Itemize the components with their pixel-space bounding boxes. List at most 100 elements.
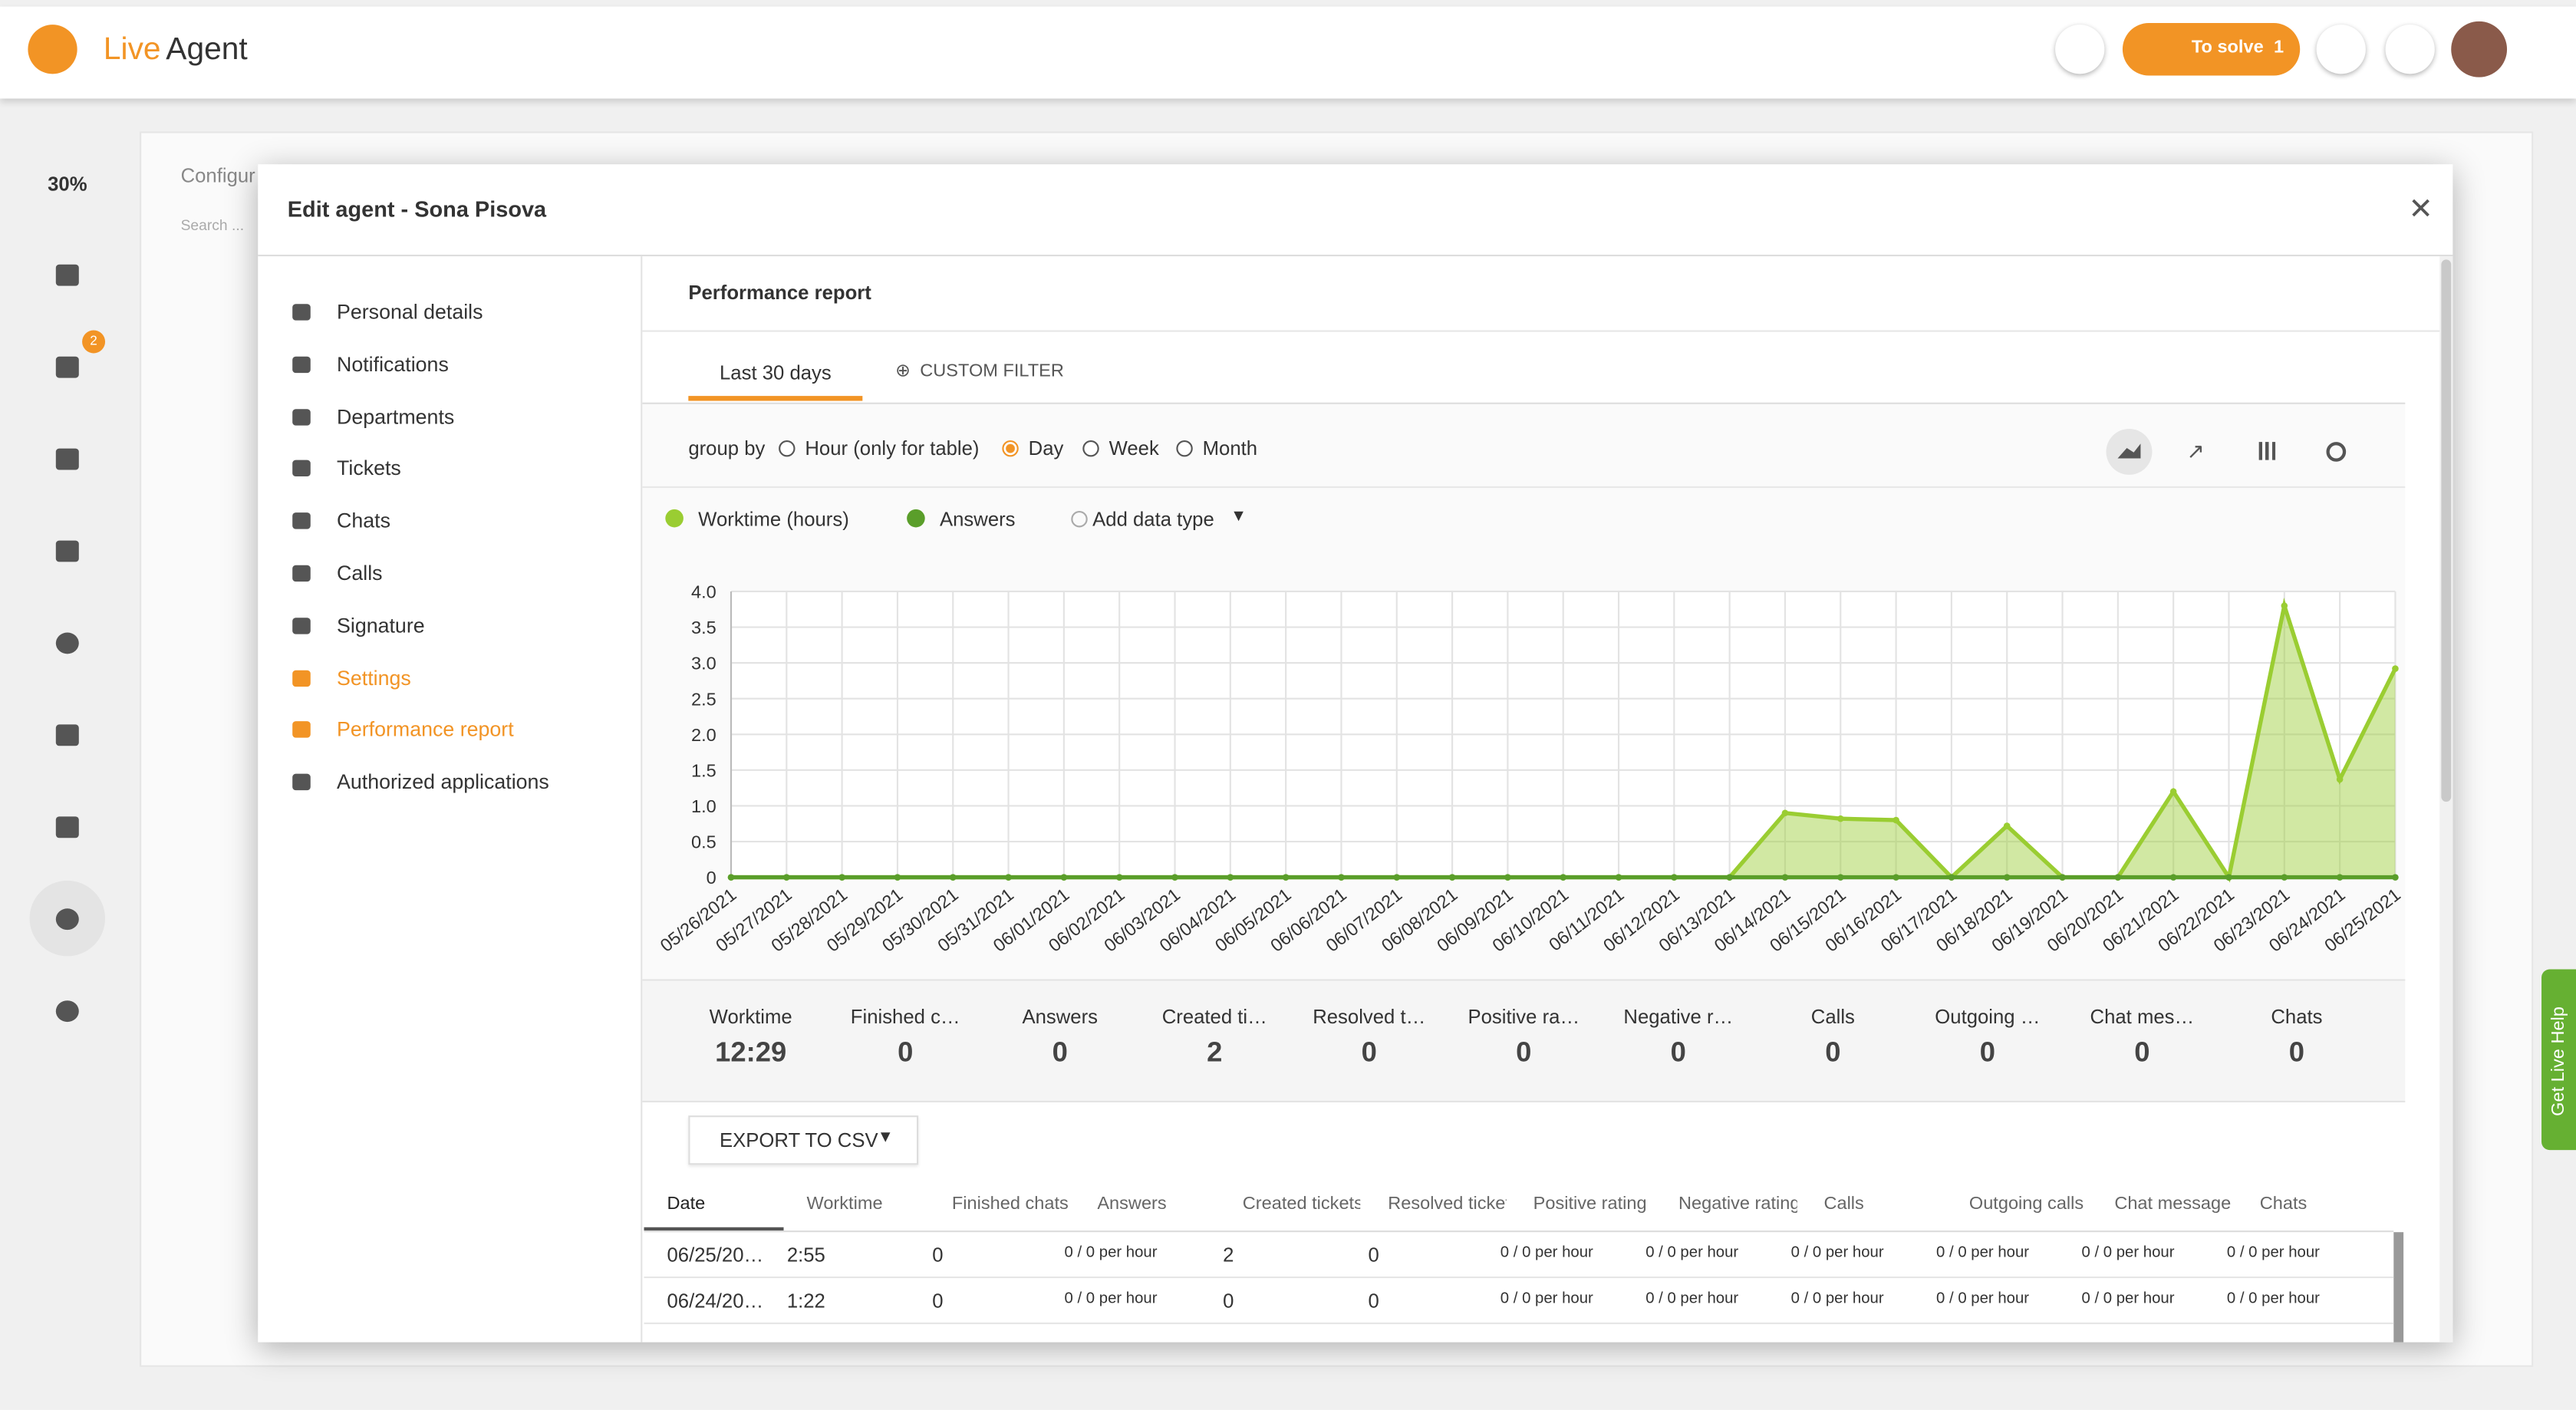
nav-item[interactable]: Tickets	[337, 457, 401, 481]
column-header[interactable]: Finished chats	[951, 1196, 1069, 1214]
y-tick-label: 2.5	[691, 689, 716, 709]
point	[1171, 874, 1178, 881]
nav-icon[interactable]	[55, 264, 79, 286]
nav-icon[interactable]	[292, 460, 311, 477]
y-tick-label: 1.5	[691, 760, 716, 780]
point	[2114, 874, 2122, 881]
add-button[interactable]	[2055, 25, 2105, 74]
nav-icon[interactable]	[55, 448, 79, 470]
table-cell: 0 / 0 per hour	[2226, 1290, 2320, 1308]
logo-mark[interactable]	[28, 25, 77, 74]
chat-button[interactable]	[2316, 25, 2366, 74]
radio[interactable]	[1002, 440, 1019, 457]
group-option[interactable]: Hour (only for table)	[805, 437, 980, 460]
view-pie[interactable]	[2326, 442, 2347, 462]
nav-icon[interactable]	[55, 1000, 79, 1023]
tab[interactable]: CUSTOM FILTER	[920, 361, 1064, 381]
divider	[644, 1230, 2394, 1233]
radio[interactable]	[1176, 440, 1193, 457]
point	[949, 874, 957, 881]
nav-item[interactable]: Personal details	[337, 300, 483, 324]
divider	[641, 256, 643, 1342]
logo-agent[interactable]: Agent	[166, 32, 248, 68]
nav-icon[interactable]	[292, 617, 311, 634]
nav-icon[interactable]	[292, 512, 311, 529]
point	[1005, 874, 1012, 881]
table-cell: 0 / 0 per hour	[1645, 1290, 1739, 1308]
call-button[interactable]	[2385, 25, 2435, 74]
legend-label[interactable]: Worktime (hours)	[698, 507, 849, 531]
table-cell: 0 / 0 per hour	[1790, 1244, 1884, 1262]
nav-icon[interactable]	[55, 816, 79, 838]
nav-icon[interactable]	[55, 632, 79, 654]
nav-item[interactable]: Authorized applications	[337, 770, 549, 794]
help-label[interactable]: Get Live Help	[2548, 1006, 2569, 1116]
export-button[interactable]	[688, 1115, 919, 1165]
group-option[interactable]: Day	[1028, 437, 1064, 460]
column-header[interactable]: Worktime	[806, 1196, 883, 1214]
nav-icon[interactable]	[292, 565, 311, 582]
tab[interactable]: Last 30 days	[720, 361, 832, 385]
radio[interactable]	[1082, 440, 1099, 457]
close-button[interactable]: ✕	[2408, 192, 2433, 226]
nav-item[interactable]: Chats	[337, 509, 390, 533]
column-header[interactable]: Created tickets	[1242, 1196, 1361, 1214]
table-cell: 0 / 0 per hour	[1064, 1244, 1158, 1262]
legend-icon[interactable]	[907, 509, 925, 528]
column-header[interactable]: Calls	[1823, 1196, 1864, 1214]
point	[1282, 874, 1290, 881]
tab-icon[interactable]: ⊕	[895, 361, 911, 381]
nav-icon[interactable]	[292, 721, 311, 739]
stat-label: Negative r…	[1623, 1005, 1734, 1029]
column-header[interactable]: Negative rating	[1678, 1196, 1797, 1214]
export-label[interactable]: EXPORT TO CSV	[720, 1128, 878, 1152]
point	[783, 874, 790, 881]
dropdown-arrow[interactable]: ▼	[877, 1128, 894, 1147]
table-cell: 0	[1223, 1290, 1234, 1313]
logo-live[interactable]: Live	[103, 32, 161, 68]
legend-add-icon[interactable]	[1071, 511, 1088, 528]
nav-icon[interactable]	[292, 356, 311, 373]
nav-icon[interactable]	[292, 774, 311, 791]
help-tab[interactable]	[2541, 969, 2576, 1151]
tab-indicator	[688, 396, 863, 401]
column-header[interactable]: Chats	[2259, 1196, 2308, 1214]
nav-icon[interactable]	[292, 408, 311, 425]
table-scrollbar[interactable]	[2393, 1232, 2404, 1342]
point	[1560, 874, 1566, 881]
stat-label: Outgoing …	[1935, 1005, 2041, 1029]
nav-item[interactable]: Settings	[337, 666, 411, 690]
column-header[interactable]: Resolved tickets	[1388, 1196, 1506, 1214]
add-data-type[interactable]: Add data type	[1092, 507, 1214, 531]
group-option[interactable]: Week	[1108, 437, 1159, 460]
nav-item[interactable]: Departments	[337, 405, 455, 429]
to-solve-button[interactable]	[2122, 22, 2301, 76]
radio[interactable]	[779, 440, 796, 457]
dropdown-arrow[interactable]: ▼	[1230, 507, 1247, 526]
nav-icon[interactable]	[292, 304, 311, 321]
view-bar[interactable]	[2258, 442, 2276, 460]
view-line[interactable]: ↗	[2186, 438, 2205, 463]
nav-icon[interactable]	[292, 669, 311, 687]
nav-icon[interactable]	[55, 724, 79, 746]
y-tick-label: 2.0	[691, 725, 716, 745]
nav-item[interactable]: Notifications	[337, 353, 449, 376]
legend-icon[interactable]	[665, 509, 684, 528]
nav-icon[interactable]	[55, 540, 79, 562]
nav-icon[interactable]	[55, 356, 79, 378]
column-header[interactable]: Chat message	[2114, 1196, 2232, 1214]
nav-item[interactable]: Calls	[337, 562, 383, 585]
group-option[interactable]: Month	[1202, 437, 1258, 460]
avatar[interactable]	[2451, 21, 2508, 77]
point	[838, 874, 845, 881]
legend-label[interactable]: Answers	[939, 507, 1016, 531]
stat-value: 0	[1052, 1036, 1068, 1069]
column-header[interactable]: Positive rating	[1533, 1196, 1647, 1214]
column-header[interactable]: Answers	[1097, 1196, 1167, 1214]
column-header[interactable]: Outgoing calls	[1968, 1196, 2084, 1214]
column-header[interactable]: Date	[667, 1196, 706, 1214]
nav-item[interactable]: Signature	[337, 614, 425, 637]
scroll-thumb[interactable]	[2441, 259, 2452, 802]
nav-item[interactable]: Performance report	[337, 718, 514, 742]
nav-icon[interactable]	[55, 908, 79, 931]
